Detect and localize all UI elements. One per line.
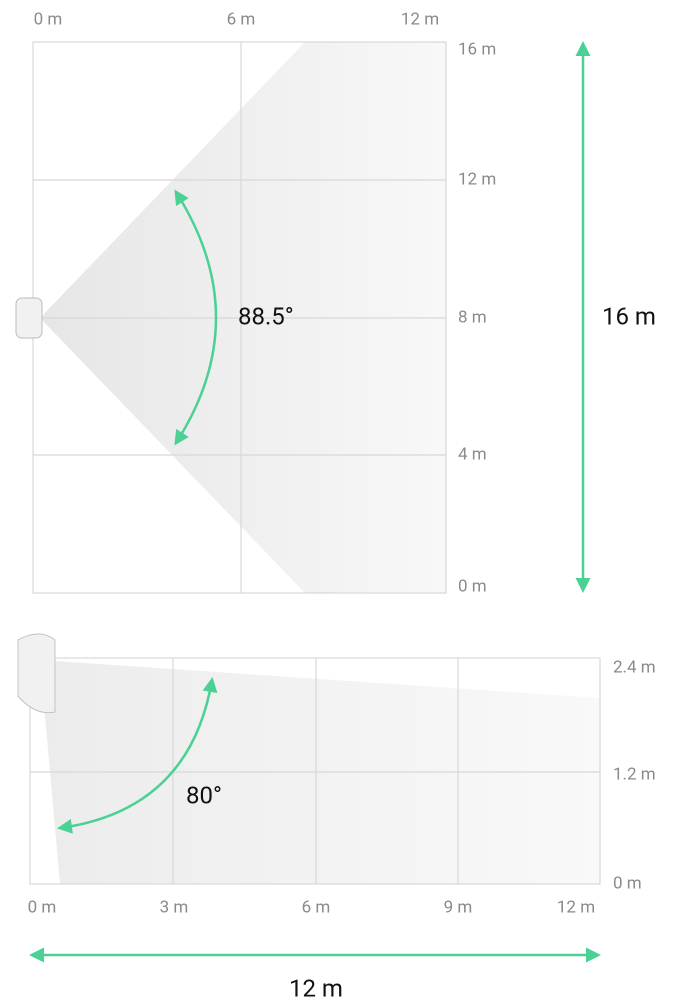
angle-label: 88.5° <box>238 302 294 330</box>
side-view: 2.4 m 1.2 m 0 m 0 m 3 m 6 m 9 m 12 m 80°… <box>17 633 656 1002</box>
x-label: 6 m <box>302 897 331 917</box>
y-label: 1.2 m <box>613 764 656 784</box>
y-label: 12 m <box>458 169 496 189</box>
x-label: 6 m <box>227 9 256 29</box>
sensor <box>17 633 56 714</box>
y-label: 4 m <box>458 444 487 464</box>
angle-arc <box>174 189 218 446</box>
sensor <box>15 297 43 339</box>
angle-label: 80° <box>186 781 222 809</box>
x-label: 12 m <box>557 897 595 917</box>
top-view: 0 m 6 m 12 m 16 m 12 m 8 m 4 m 0 m 88.5°… <box>15 9 656 596</box>
x-label: 0 m <box>34 9 63 29</box>
y-label: 0 m <box>613 873 642 893</box>
y-label: 0 m <box>458 576 487 596</box>
y-label: 8 m <box>458 307 487 327</box>
x-label: 12 m <box>401 9 439 29</box>
x-label: 3 m <box>160 897 189 917</box>
range-label: 12 m <box>289 974 343 1002</box>
angle-arc <box>57 677 218 834</box>
y-label: 16 m <box>458 39 496 59</box>
range-label: 16 m <box>602 302 656 330</box>
x-label: 0 m <box>28 897 57 917</box>
x-label: 9 m <box>444 897 473 917</box>
y-label: 2.4 m <box>613 657 656 677</box>
frame <box>29 657 601 885</box>
